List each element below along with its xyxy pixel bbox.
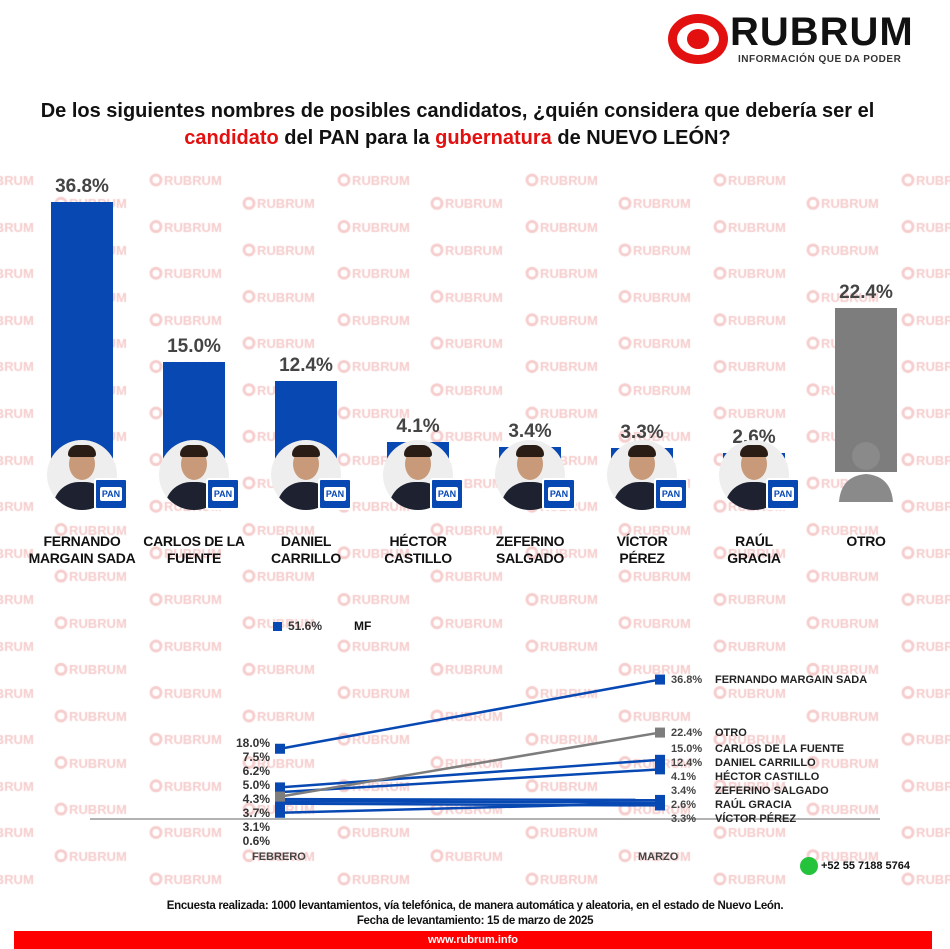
mar-series-label: 12.4% DANIEL CARRILLO	[671, 757, 816, 769]
mar-series-label: 3.4% ZEFERINO SALGADO	[671, 785, 829, 797]
footer-url[interactable]: www.rubrum.info	[14, 931, 932, 949]
mar-series-label: 15.0% CARLOS DE LA FUENTE	[671, 743, 845, 755]
x-tick-label: MARZO	[638, 851, 679, 863]
whatsapp-icon	[800, 857, 818, 875]
feb-value-label: 7.5%	[242, 750, 270, 764]
mar-series-label: 22.4% OTRO	[671, 727, 747, 739]
mar-series-label: 2.6% RAÚL GRACIA	[671, 799, 792, 811]
feb-value-label: 5.0%	[242, 778, 270, 792]
feb-value-label: 18.0%	[235, 736, 270, 750]
feb-value-label: 0.6%	[242, 834, 270, 848]
x-tick-label: FEBRERO	[252, 851, 306, 863]
feb-value-label: 6.2%	[242, 764, 270, 778]
whatsapp-contact: +52 55 7188 5764	[800, 857, 910, 875]
mar-series-label: 3.3% VÍCTOR PÉREZ	[671, 813, 797, 825]
feb-value-label: 3.1%	[242, 820, 270, 834]
mar-series-label: 36.8% FERNANDO MARGAIN SADA	[671, 674, 868, 686]
survey-note: Encuesta realizada: 1000 levantamientos,…	[166, 900, 784, 927]
feb-value-label: 3.7%	[242, 806, 270, 820]
feb-value-label: 4.3%	[242, 792, 270, 806]
mar-series-label: 4.1% HÉCTOR CASTILLO	[671, 771, 820, 783]
